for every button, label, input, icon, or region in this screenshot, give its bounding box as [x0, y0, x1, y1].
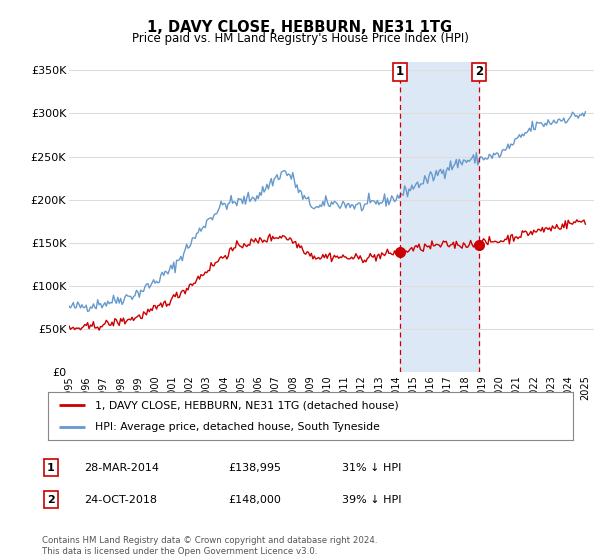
- Text: Price paid vs. HM Land Registry's House Price Index (HPI): Price paid vs. HM Land Registry's House …: [131, 32, 469, 45]
- Text: Contains HM Land Registry data © Crown copyright and database right 2024.
This d: Contains HM Land Registry data © Crown c…: [42, 536, 377, 556]
- Text: 31% ↓ HPI: 31% ↓ HPI: [342, 463, 401, 473]
- Text: 1, DAVY CLOSE, HEBBURN, NE31 1TG (detached house): 1, DAVY CLOSE, HEBBURN, NE31 1TG (detach…: [95, 400, 399, 410]
- Text: 1: 1: [396, 66, 404, 78]
- Text: £148,000: £148,000: [228, 494, 281, 505]
- Text: 2: 2: [47, 494, 55, 505]
- Text: 1: 1: [47, 463, 55, 473]
- Bar: [400, 62, 479, 372]
- Text: HPI: Average price, detached house, South Tyneside: HPI: Average price, detached house, Sout…: [95, 422, 380, 432]
- Text: 39% ↓ HPI: 39% ↓ HPI: [342, 494, 401, 505]
- Text: 24-OCT-2018: 24-OCT-2018: [84, 494, 157, 505]
- Text: 28-MAR-2014: 28-MAR-2014: [84, 463, 159, 473]
- Text: 2: 2: [475, 66, 483, 78]
- Text: £138,995: £138,995: [228, 463, 281, 473]
- Text: 1, DAVY CLOSE, HEBBURN, NE31 1TG: 1, DAVY CLOSE, HEBBURN, NE31 1TG: [148, 20, 452, 35]
